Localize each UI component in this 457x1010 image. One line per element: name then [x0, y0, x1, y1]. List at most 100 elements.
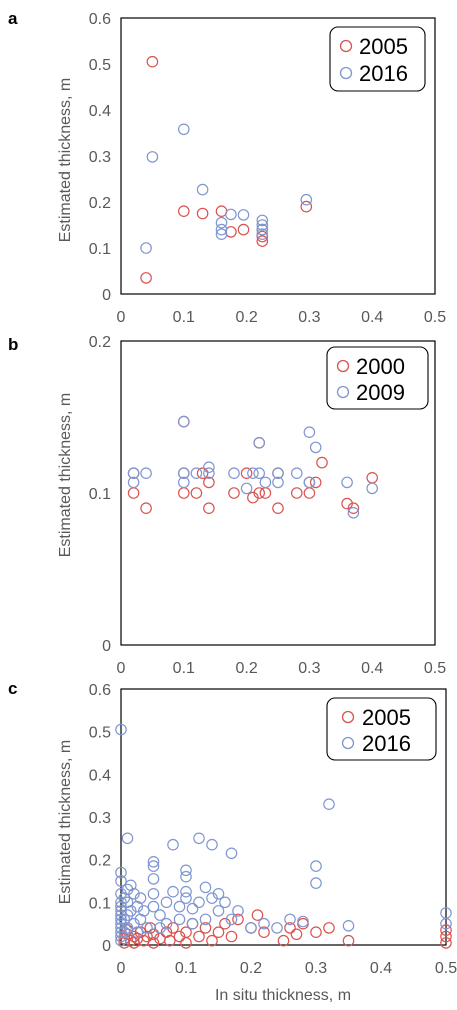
point-2005-a: [256, 235, 269, 247]
y-tick-label: 0.5: [89, 57, 111, 74]
point-2005-c: [147, 928, 160, 941]
point-2005-a: [196, 207, 209, 220]
point-2016-c: [121, 909, 134, 921]
point-2000-b: [316, 456, 328, 469]
point-2016-c: [219, 896, 231, 909]
point-2016-a: [225, 208, 237, 221]
point-2000-b: [178, 487, 190, 499]
x-tick-label: 0.4: [370, 960, 392, 977]
point-2005-c: [180, 937, 192, 949]
point-2000-b: [190, 487, 203, 499]
y-tick-label: 0.2: [89, 334, 111, 351]
point-2016-c: [115, 913, 127, 926]
x-tick-label: 0.3: [298, 309, 320, 326]
point-2009-b: [178, 415, 190, 428]
point-2009-b: [140, 467, 152, 479]
points-a: [140, 55, 313, 284]
point-2005-c: [212, 926, 225, 938]
point-2005-c: [440, 937, 452, 949]
point-2009-b: [303, 476, 316, 489]
point-2009-b: [127, 467, 140, 479]
point-2005-c: [440, 930, 452, 943]
point-2016-a: [256, 228, 269, 240]
point-2016-c: [125, 905, 137, 917]
x-ticks-a: 0 0.1 0.2 0.3 0.4 0.5: [117, 309, 447, 326]
point-2016-c: [232, 905, 244, 917]
point-2016-c: [115, 926, 127, 938]
point-2016-c: [225, 847, 238, 860]
point-2005-c: [173, 930, 186, 943]
panel-b: b Estimated thickness, m 0 0.1 0.2 0 0.1 0.2…: [8, 334, 446, 677]
point-2016-a: [256, 214, 269, 227]
point-2009-b: [253, 436, 266, 449]
x-axis-label-c: In situ thickness, m: [215, 987, 351, 1004]
point-2016-c: [154, 909, 166, 921]
point-2005-a: [300, 200, 313, 213]
y-axis-label-c: Estimated thickness, m: [57, 740, 74, 905]
y-tick-label: 0: [102, 638, 111, 655]
x-ticks-c: 0 0.1 0.2 0.3 0.4 0.5: [117, 960, 457, 977]
point-2009-b: [341, 476, 353, 489]
point-2016-a: [215, 216, 228, 229]
y-ticks-a: 0 0.1 0.2 0.3 0.4 0.5 0.6: [89, 11, 111, 304]
y-tick-label: 0.6: [89, 11, 111, 28]
point-2000-b: [347, 502, 360, 514]
point-2016-a: [300, 193, 313, 206]
point-2016-c: [206, 892, 218, 904]
point-2009-b: [347, 506, 360, 519]
legend-label-2005-a: 2005: [359, 34, 408, 59]
x-tick-label: 0: [117, 960, 126, 977]
y-tick-label: 0.5: [89, 725, 111, 742]
y-tick-label: 0.3: [89, 810, 111, 827]
point-2016-c: [147, 873, 160, 885]
y-tick-label: 0.2: [89, 853, 111, 870]
panel-a: a Estimated thickness, m 0 0.1 0.2 0.3 0.4 0.…: [8, 9, 446, 326]
point-2000-b: [272, 502, 284, 514]
point-2009-b: [290, 467, 303, 479]
point-2016-c: [160, 917, 173, 930]
point-2016-c: [212, 905, 225, 917]
x-tick-label: 0.3: [298, 660, 320, 677]
points-c: [115, 723, 452, 949]
y-axis-label-a: Estimated thickness, m: [57, 78, 74, 243]
point-2016-c: [147, 887, 160, 900]
x-tick-label: 0.1: [173, 660, 195, 677]
point-2016-c: [128, 887, 140, 900]
y-ticks-b: 0 0.1 0.2: [89, 334, 111, 655]
point-2005-c: [440, 924, 452, 936]
point-2016-a: [215, 223, 228, 236]
point-2005-c: [342, 934, 355, 947]
point-2000-b: [228, 487, 240, 499]
x-tick-label: 0.1: [173, 309, 195, 326]
point-2016-c: [115, 866, 127, 879]
y-tick-label: 0.1: [89, 486, 111, 503]
point-2016-c: [440, 917, 452, 930]
point-2016-a: [146, 151, 159, 163]
point-2009-b: [203, 461, 215, 473]
point-2005-c: [277, 934, 290, 947]
point-2005-c: [225, 930, 238, 943]
point-2009-b: [240, 482, 253, 495]
point-2016-c: [154, 922, 166, 934]
point-2016-c: [212, 887, 225, 900]
point-2009-b: [247, 467, 259, 479]
point-2016-c: [180, 870, 192, 883]
point-2000-b: [240, 467, 253, 479]
point-2005-c: [310, 926, 322, 938]
point-2016-c: [186, 917, 199, 930]
point-2016-c: [180, 885, 192, 898]
point-2016-c: [134, 892, 147, 904]
point-2016-c: [147, 900, 160, 913]
point-2016-c: [121, 832, 134, 845]
point-2000-b: [290, 487, 303, 499]
y-tick-label: 0.2: [89, 195, 111, 212]
point-2016-c: [180, 892, 192, 904]
point-2000-b: [203, 476, 215, 489]
point-2016-c: [206, 838, 218, 851]
x-tick-label: 0.2: [235, 309, 257, 326]
point-2016-c: [173, 913, 186, 926]
y-tick-label: 0.4: [89, 767, 111, 784]
legend-marker-2005-c: [341, 710, 355, 724]
point-2016-c: [160, 896, 173, 909]
